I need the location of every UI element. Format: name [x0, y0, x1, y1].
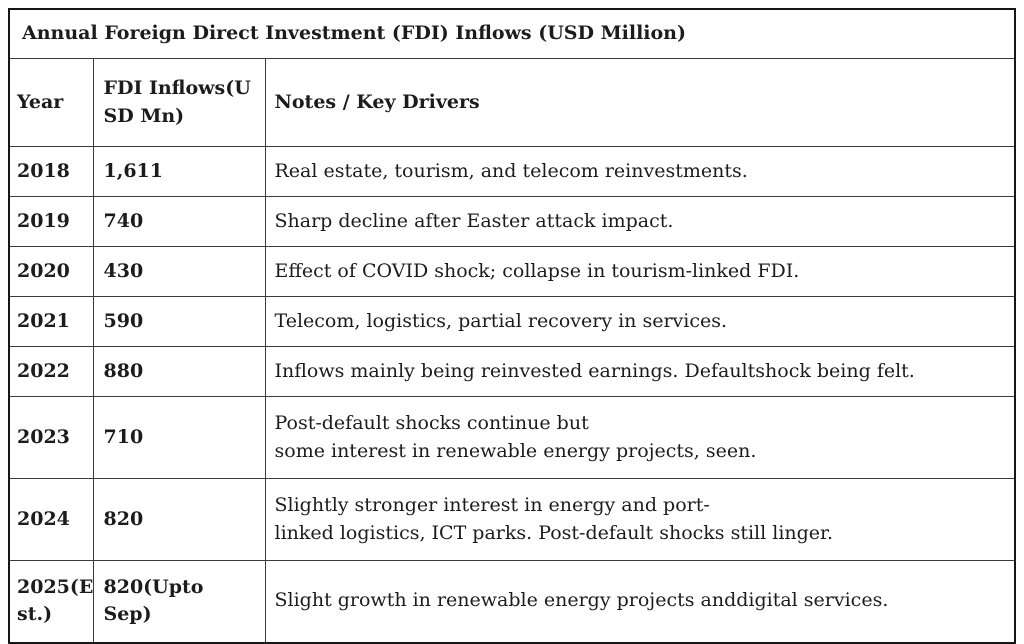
fdi-value-cell: 740 — [92, 196, 266, 247]
year-cell: 2018 — [8, 146, 94, 197]
year-cell: 2025(E st.) — [8, 560, 94, 643]
table-row-2023: 2023 710 Post-default shocks continue bu… — [8, 396, 1016, 479]
table-title: Annual Foreign Direct Investment (FDI) I… — [8, 8, 1016, 59]
table-row-2021: 2021 590 Telecom, logistics, partial rec… — [8, 296, 1016, 347]
fdi-value-cell: 820(Upto Sep) — [92, 560, 266, 643]
fdi-value-cell: 430 — [92, 246, 266, 297]
notes-cell: Real estate, tourism, and telecom reinve… — [264, 146, 1016, 197]
year-cell: 2021 — [8, 296, 94, 347]
fdi-inflows-table: Annual Foreign Direct Investment (FDI) I… — [8, 8, 1016, 644]
column-header-year: Year — [8, 58, 94, 147]
table-row-2019: 2019 740 Sharp decline after Easter atta… — [8, 196, 1016, 247]
fdi-value-cell: 590 — [92, 296, 266, 347]
fdi-value-cell: 880 — [92, 346, 266, 397]
fdi-value-cell: 820 — [92, 478, 266, 561]
notes-cell: Effect of COVID shock; collapse in touri… — [264, 246, 1016, 297]
notes-cell: Slight growth in renewable energy projec… — [264, 560, 1016, 643]
fdi-value-cell: 1,611 — [92, 146, 266, 197]
year-cell: 2024 — [8, 478, 94, 561]
notes-cell: Slightly stronger interest in energy and… — [264, 478, 1016, 561]
table-row-2025-est: 2025(E st.) 820(Upto Sep) Slight growth … — [8, 560, 1016, 643]
notes-cell: Sharp decline after Easter attack impact… — [264, 196, 1016, 247]
table-header-row: Year FDI Inflows(U SD Mn) Notes / Key Dr… — [8, 58, 1016, 147]
table-row-2024: 2024 820 Slightly stronger interest in e… — [8, 478, 1016, 561]
table-title-row: Annual Foreign Direct Investment (FDI) I… — [8, 8, 1016, 59]
fdi-value-cell: 710 — [92, 396, 266, 479]
table-row-2022: 2022 880 Inflows mainly being reinvested… — [8, 346, 1016, 397]
table-row-2020: 2020 430 Effect of COVID shock; collapse… — [8, 246, 1016, 297]
notes-cell: Telecom, logistics, partial recovery in … — [264, 296, 1016, 347]
table-row-2018: 2018 1,611 Real estate, tourism, and tel… — [8, 146, 1016, 197]
column-header-notes: Notes / Key Drivers — [264, 58, 1016, 147]
column-header-fdi-inflows: FDI Inflows(U SD Mn) — [92, 58, 266, 147]
year-cell: 2020 — [8, 246, 94, 297]
notes-cell: Inflows mainly being reinvested earnings… — [264, 346, 1016, 397]
year-cell: 2023 — [8, 396, 94, 479]
notes-cell: Post-default shocks continue but some in… — [264, 396, 1016, 479]
year-cell: 2019 — [8, 196, 94, 247]
year-cell: 2022 — [8, 346, 94, 397]
